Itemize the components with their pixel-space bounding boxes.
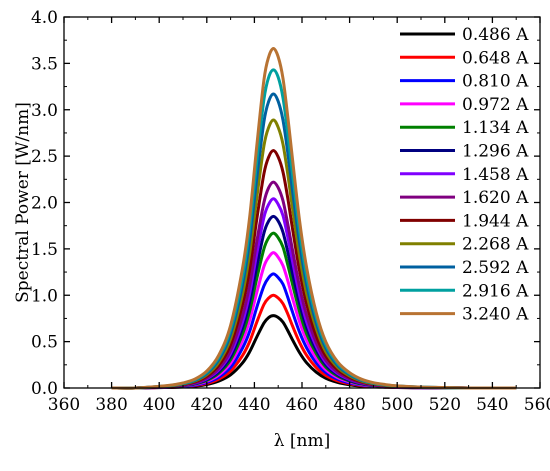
plot-area	[111, 47, 517, 390]
x-axis-title: λ [nm]	[274, 431, 331, 451]
y-tick-label: 1.5	[31, 240, 58, 260]
legend-label-12: 2.916 A	[462, 281, 529, 301]
x-tick-label: 480	[333, 395, 365, 415]
legend-label-8: 1.620 A	[462, 188, 529, 208]
y-tick-label: 0.5	[31, 333, 58, 353]
legend-label-11: 2.592 A	[462, 258, 529, 278]
y-axis-title: Spectral Power [W/nm]	[13, 102, 33, 303]
y-tick-label: 3.5	[31, 54, 58, 74]
y-tick-label: 2.5	[31, 147, 58, 167]
x-tick-label: 400	[143, 395, 175, 415]
series-line-13	[111, 47, 517, 390]
legend-label-1: 0.486 A	[462, 25, 529, 45]
legend-label-13: 3.240 A	[462, 305, 529, 325]
x-tick-label: 560	[524, 395, 550, 415]
legend-label-2: 0.648 A	[462, 48, 529, 68]
x-tick-label: 380	[95, 395, 127, 415]
x-tick-label: 460	[286, 395, 318, 415]
x-tick-label: 540	[476, 395, 508, 415]
x-tick-label: 500	[381, 395, 413, 415]
x-tick-label: 520	[429, 395, 461, 415]
y-tick-label: 4.0	[31, 8, 58, 28]
legend-label-3: 0.810 A	[462, 72, 529, 92]
legend-label-4: 0.972 A	[462, 95, 529, 115]
legend-label-6: 1.296 A	[462, 142, 529, 162]
legend-label-7: 1.458 A	[462, 165, 529, 185]
legend-label-5: 1.134 A	[462, 118, 529, 138]
axes: 360 380 400 420 440 460 480 500 520 540 560 0.0 0.5 1…	[31, 8, 550, 415]
legend: 0.486 A 0.648 A 0.810 A 0.972 A 1.134 A 1.296…	[400, 25, 529, 325]
legend-label-9: 1.944 A	[462, 211, 529, 231]
x-tick-label: 360	[48, 395, 80, 415]
y-tick-label: 1.0	[31, 286, 58, 306]
x-tick-label: 420	[191, 395, 223, 415]
y-tick-label: 0.0	[31, 379, 58, 399]
legend-label-10: 2.268 A	[462, 235, 529, 255]
y-tick-label: 2.0	[31, 194, 58, 214]
y-tick-label: 3.0	[31, 101, 58, 121]
x-tick-label: 440	[238, 395, 270, 415]
